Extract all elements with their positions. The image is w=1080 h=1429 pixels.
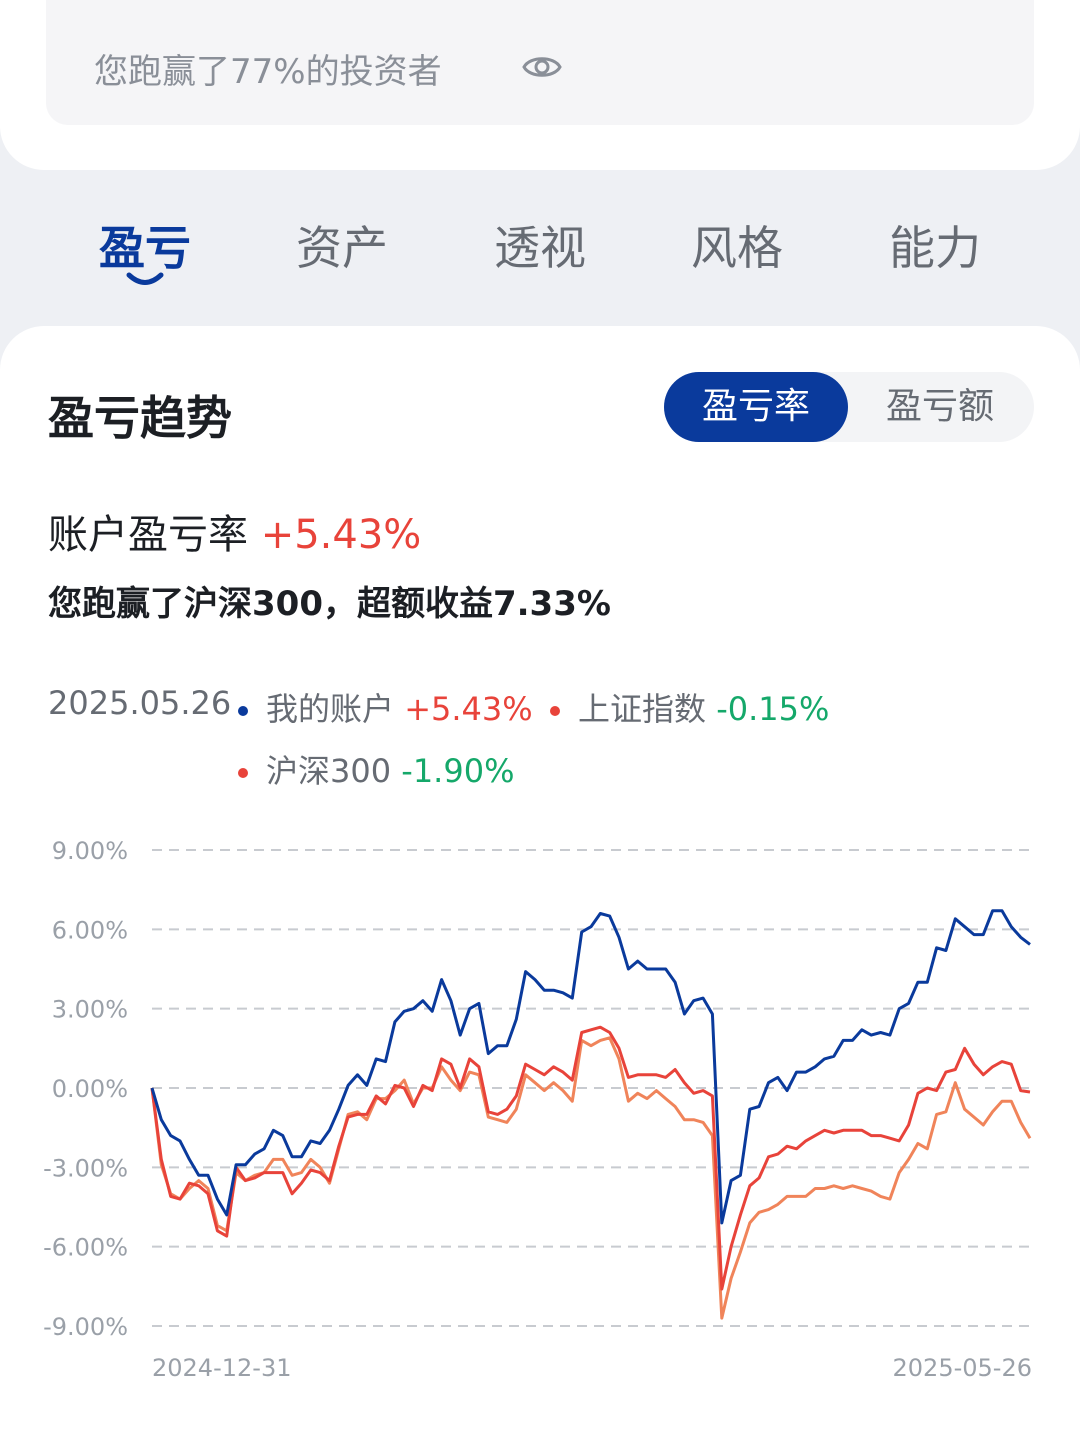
y-tick-label: 6.00%	[52, 916, 128, 944]
series-line-0	[150, 909, 1031, 1225]
analysis-tabs: 盈亏 资产 透视 风格 能力	[0, 200, 1080, 300]
legend-value: -1.90%	[401, 752, 515, 790]
toggle-rate-button[interactable]: 盈亏率	[664, 372, 848, 442]
excess-return-text: 您跑赢了沪深300，超额收益7.33%	[48, 584, 611, 624]
tab-ability[interactable]: 能力	[889, 221, 981, 275]
y-tick-label: 9.00%	[52, 837, 128, 865]
summary-card: 您跑赢了77%的投资者	[0, 0, 1080, 170]
rate-amount-toggle: 盈亏率 盈亏额	[664, 372, 1034, 442]
legend-name: 上证指数	[578, 690, 707, 728]
investor-rank-box: 您跑赢了77%的投资者	[46, 0, 1034, 125]
legend-dot-icon	[238, 768, 248, 778]
y-tick-label: 0.00%	[52, 1075, 128, 1103]
y-tick-label: -9.00%	[43, 1313, 128, 1341]
profit-trend-card: 盈亏趋势 盈亏率 盈亏额 账户盈亏率 +5.43% 您跑赢了沪深300，超额收益…	[0, 326, 1080, 1429]
profit-trend-chart[interactable]: 9.00% 6.00% 3.00% 0.00% -3.00% -6.00% -9.00% 20…	[0, 816, 1080, 1396]
investor-rank-text: 您跑赢了77%的投资者	[94, 52, 442, 92]
y-tick-label: -6.00%	[43, 1234, 128, 1262]
series-line-1	[150, 1025, 1031, 1291]
account-rate-value: +5.43%	[260, 512, 422, 558]
legend-value: +5.43%	[404, 690, 533, 728]
account-rate-row: 账户盈亏率 +5.43%	[48, 502, 421, 560]
tab-insight[interactable]: 透视	[494, 221, 586, 275]
y-tick-label: -3.00%	[43, 1154, 128, 1182]
active-tab-indicator-icon	[126, 272, 164, 285]
account-rate-label: 账户盈亏率	[48, 512, 248, 558]
legend-dot-icon	[238, 706, 248, 716]
legend-value: -0.15%	[716, 690, 830, 728]
legend-date: 2025.05.26	[48, 684, 232, 722]
legend-item-csi300: 沪深300 -1.90%	[238, 746, 514, 792]
section-title: 盈亏趋势	[48, 391, 232, 445]
legend-name: 我的账户	[266, 690, 395, 728]
x-start-label: 2024-12-31	[152, 1354, 291, 1382]
legend-item-account: 我的账户 +5.43%	[238, 684, 533, 730]
y-tick-label: 3.00%	[52, 996, 128, 1024]
tab-style[interactable]: 风格	[691, 221, 783, 275]
toggle-amount-button[interactable]: 盈亏额	[885, 386, 994, 427]
legend-item-shanghai: 上证指数 -0.15%	[550, 684, 829, 730]
series-line-2	[150, 1036, 1032, 1320]
tab-assets[interactable]: 资产	[296, 221, 388, 275]
eye-icon[interactable]	[522, 50, 562, 84]
legend-name: 沪深300	[266, 752, 392, 790]
legend-dot-icon	[550, 706, 560, 716]
x-end-label: 2025-05-26	[893, 1354, 1032, 1382]
tab-profit-loss[interactable]: 盈亏	[99, 221, 191, 275]
